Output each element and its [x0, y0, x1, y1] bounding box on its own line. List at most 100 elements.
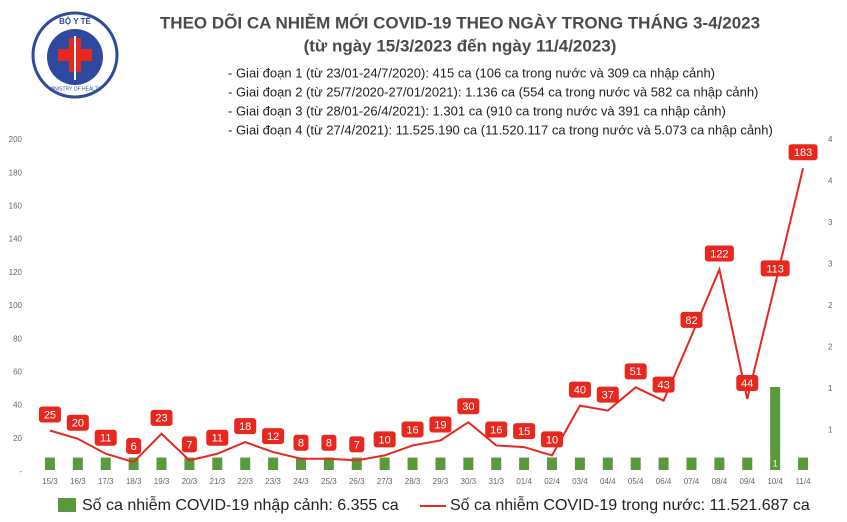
- y-tick-label: 20: [13, 434, 22, 443]
- y-tick-label: 100: [9, 301, 23, 310]
- legend-label: Số ca nhiễm COVID-19 nhập cảnh: 6.355 ca: [82, 495, 399, 514]
- data-label-box: [680, 311, 703, 328]
- data-label: 7: [181, 436, 197, 453]
- data-label: 183: [788, 144, 818, 161]
- data-label: 8: [321, 434, 337, 451]
- x-tick-label: 06/4: [656, 477, 672, 486]
- bar: [602, 457, 613, 470]
- bar: [798, 457, 809, 470]
- data-label-box: [485, 421, 508, 438]
- data-label-box: [150, 409, 173, 426]
- data-label-box: [568, 381, 591, 398]
- data-label: 12: [262, 428, 285, 445]
- y-tick-label: -: [19, 467, 22, 476]
- data-label-text: 37: [602, 389, 614, 401]
- data-label-box: [373, 431, 396, 448]
- data-label-text: 8: [298, 438, 304, 450]
- bar: [630, 457, 641, 470]
- x-tick-label: 07/4: [684, 477, 700, 486]
- x-tick-label: 29/3: [433, 477, 449, 486]
- data-label-box: [293, 434, 309, 451]
- y2-tick-label: 4: [828, 177, 833, 186]
- data-label-box: [262, 428, 285, 445]
- data-label-text: 122: [710, 248, 728, 260]
- note: - Giai đoạn 4 (từ 27/4/2021): 11.525.190…: [228, 122, 773, 137]
- data-label-box: [126, 438, 142, 455]
- data-label-text: 10: [379, 434, 391, 446]
- x-tick-label: 17/3: [98, 477, 114, 486]
- x-tick-label: 08/4: [712, 477, 728, 486]
- x-tick-label: 16/3: [70, 477, 86, 486]
- data-label: 11: [206, 429, 229, 446]
- data-label: 15: [513, 423, 536, 440]
- data-label: 6: [126, 438, 142, 455]
- x-tick-label: 21/3: [210, 477, 226, 486]
- bar: [379, 457, 390, 470]
- data-label-text: 113: [766, 263, 784, 275]
- data-label: 51: [624, 363, 647, 380]
- y2-tick-label: 1: [828, 384, 833, 393]
- x-tick-label: 31/3: [488, 477, 504, 486]
- bar: [547, 457, 558, 470]
- data-label-text: 8: [326, 438, 332, 450]
- data-label: 113: [760, 260, 790, 277]
- note: - Giai đoạn 2 (từ 25/7/2020-27/01/2021):…: [228, 84, 758, 99]
- chart-subtitle: (từ ngày 15/3/2023 đến ngày 11/4/2023): [304, 36, 617, 55]
- data-label: 37: [596, 386, 619, 403]
- y-tick-label: 120: [9, 268, 23, 277]
- data-label-box: [234, 418, 257, 435]
- data-label-text: 44: [741, 378, 753, 390]
- y2-tick-label: 3: [828, 260, 833, 269]
- bar: [128, 457, 139, 470]
- data-label: 10: [541, 431, 564, 448]
- bar: [574, 457, 585, 470]
- bar: [686, 457, 697, 470]
- x-tick-label: 10/4: [767, 477, 783, 486]
- data-label-box: [596, 386, 619, 403]
- data-label: 10: [373, 431, 396, 448]
- bar: [714, 457, 725, 470]
- bar: [323, 457, 334, 470]
- bar: [351, 457, 362, 470]
- data-label-box: [760, 260, 790, 277]
- data-label-box: [788, 144, 818, 161]
- bar: [491, 457, 502, 470]
- bar: [240, 457, 251, 470]
- data-label-box: [624, 363, 647, 380]
- y2-tick-label: 2: [828, 301, 833, 310]
- y2-tick-label: 1: [828, 426, 833, 435]
- data-label: 30: [457, 398, 480, 415]
- data-label: 20: [66, 414, 89, 431]
- x-tick-label: 02/4: [544, 477, 560, 486]
- data-label-text: 19: [434, 419, 446, 431]
- data-label-box: [736, 374, 759, 391]
- data-label: 18: [234, 418, 257, 435]
- data-label-text: 7: [354, 439, 360, 451]
- x-tick-label: 05/4: [628, 477, 644, 486]
- bar: [44, 457, 55, 470]
- y-tick-label: 40: [13, 401, 22, 410]
- x-tick-label: 23/3: [265, 477, 281, 486]
- data-label-text: 18: [239, 421, 251, 433]
- data-label: 23: [150, 409, 173, 426]
- x-tick-label: 22/3: [237, 477, 253, 486]
- bar: [268, 457, 279, 470]
- data-label-text: 20: [72, 418, 84, 430]
- data-label: 16: [485, 421, 508, 438]
- data-label: 11: [94, 429, 117, 446]
- data-label-box: [206, 429, 229, 446]
- data-label-box: [541, 431, 564, 448]
- bar: [295, 457, 306, 470]
- y-tick-label: 80: [13, 334, 22, 343]
- data-label-text: 183: [794, 147, 812, 159]
- x-tick-label: 28/3: [405, 477, 421, 486]
- data-label-text: 12: [267, 431, 279, 443]
- x-tick-label: 25/3: [321, 477, 337, 486]
- legend-swatch: [58, 498, 76, 512]
- data-label-text: 25: [44, 409, 56, 421]
- data-label: 19: [429, 416, 452, 433]
- bar: [156, 457, 167, 470]
- data-label-box: [401, 421, 424, 438]
- data-label-box: [349, 436, 365, 453]
- logo-text: BỘ Y TẾ: [59, 16, 91, 26]
